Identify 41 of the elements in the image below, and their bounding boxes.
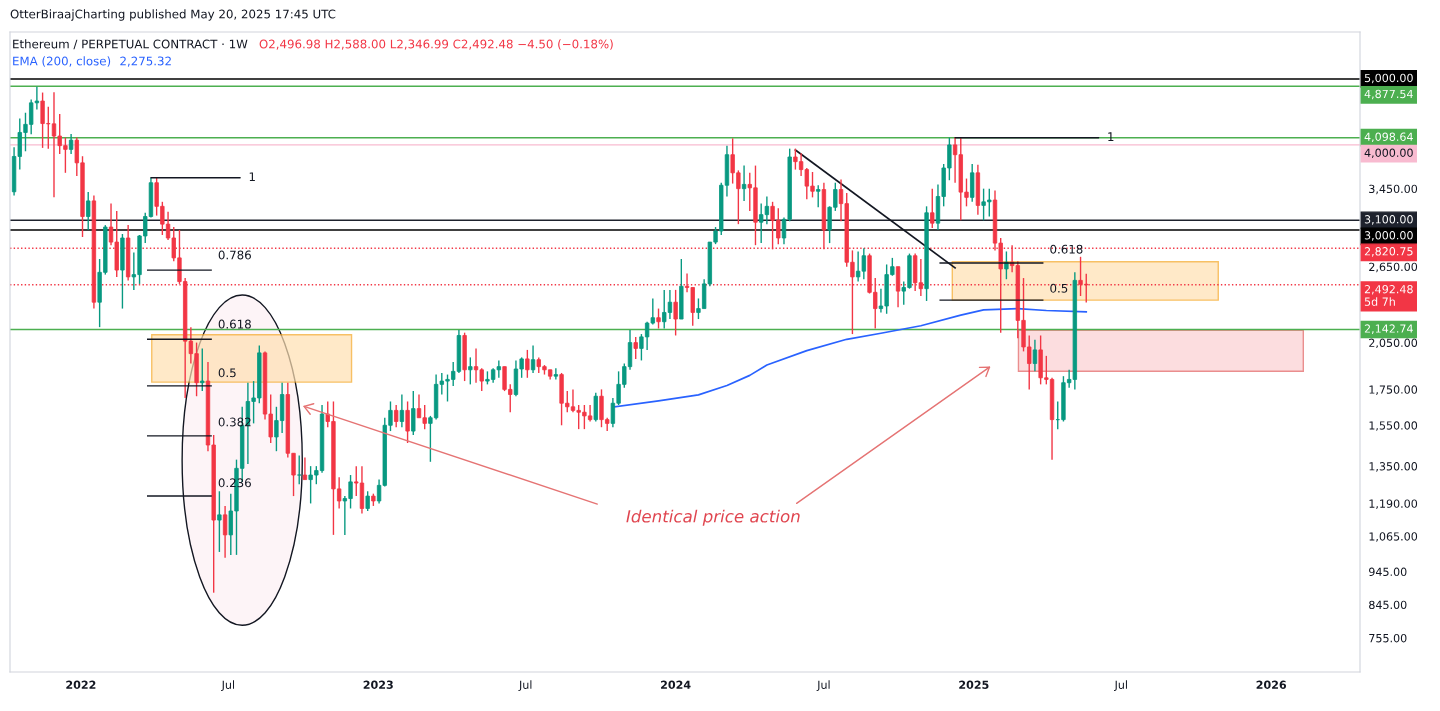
x-tick-label: 2025 — [959, 680, 989, 689]
y-tick-label: 755.00 — [1369, 633, 1407, 643]
y-tick-label: 845.00 — [1369, 600, 1407, 610]
x-tick-label: 2024 — [661, 680, 691, 689]
ref-line-label: 5,000.00 — [1364, 73, 1413, 84]
text: EMA (200, close) — [13, 56, 111, 67]
x-tick-label: 2023 — [363, 680, 393, 689]
ref-line-label: 4,098.64 — [1364, 132, 1413, 143]
y-tick-label: 3,450.00 — [1369, 184, 1418, 195]
y-tick-label: 1,550.00 — [1369, 421, 1418, 431]
x-tick-label: 2026 — [1256, 680, 1287, 689]
y-tick-label: 1,065.00 — [1369, 532, 1418, 542]
x-tick-label: Jul — [518, 680, 532, 691]
x-tick-label: Jul — [1114, 680, 1127, 691]
annotation: 0.5 — [218, 368, 236, 378]
y-tick-label: 2,050.00 — [1369, 338, 1418, 349]
ref-line-label: 4,000.00 — [1364, 148, 1413, 159]
ref-line-label: 3,100.00 — [1364, 215, 1413, 225]
x-tick-label: Jul — [816, 680, 830, 691]
ref-line-label: 2,820.75 — [1364, 247, 1413, 257]
text: Ethereum / PERPETUAL CONTRACT · 1W — [13, 39, 248, 50]
y-tick-label: 1,190.00 — [1369, 499, 1418, 509]
text: OtterBiraajCharting published May 20, 2025 17:45 UTC — [10, 9, 336, 21]
ref-line-label: 4,877.54 — [1364, 89, 1413, 100]
annotation: 0.618 — [218, 319, 251, 329]
y-tick-label: 945.00 — [1369, 567, 1407, 576]
y-tick-label: 1,350.00 — [1369, 462, 1418, 472]
text: O2,496.98 H2,588.00 L2,346.99 C2,492.48 −4.50 (−0.18%) — [259, 39, 613, 50]
ref-line-label: 3,000.00 — [1364, 231, 1413, 241]
annotation: 2,275.32 — [120, 56, 171, 67]
x-tick-label: Jul — [221, 680, 235, 691]
x-tick-label: 2022 — [66, 680, 96, 689]
annotation: 1 — [249, 172, 255, 181]
y-tick-label: 2,650.00 — [1369, 262, 1418, 273]
annotation: 0.786 — [218, 250, 251, 260]
ref-line-label: 2,492.48 5d 7h — [1364, 285, 1413, 306]
annotation: Identical price action — [626, 509, 800, 526]
ref-line-label: 2,142.74 — [1364, 324, 1413, 334]
annotation: 0.5 — [1050, 283, 1068, 293]
y-tick-label: 1,750.00 — [1369, 385, 1418, 395]
annotation: 0.618 — [1050, 244, 1083, 254]
